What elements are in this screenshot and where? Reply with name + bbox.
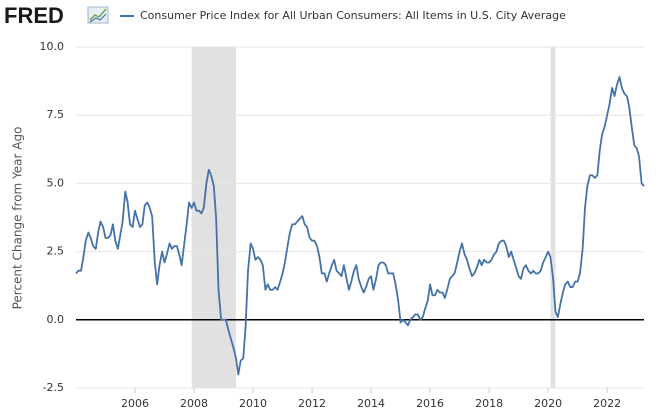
y-tick-label: 0.0 [47,313,65,326]
y-tick-label: 2.5 [47,245,65,258]
x-tick-label: 2006 [121,397,149,410]
x-tick-label: 2008 [180,397,208,410]
plot-area: -2.5 0.0 2.5 5.0 7.5 10.0 2006 2008 2010 2012 2014… [40,40,645,410]
y-axis-label: Percent Change from Year Ago [11,127,25,310]
y-tick-label: 5.0 [47,176,65,189]
x-tick-label: 2014 [357,397,385,410]
x-tick-label: 2020 [534,397,562,410]
y-tick-label: 10.0 [40,40,65,53]
y-tick-label: 7.5 [47,108,65,121]
y-tick-label: -2.5 [43,381,64,394]
x-tick-label: 2010 [239,397,267,410]
recession-shade [191,47,236,388]
logo: FRED [4,3,64,28]
x-tick-label: 2016 [416,397,444,410]
legend-label: Consumer Price Index for All Urban Consu… [140,9,566,22]
x-tick-label: 2012 [298,397,326,410]
series-line [75,76,645,376]
logo-icon [87,6,109,24]
x-tick-label: 2018 [475,397,503,410]
recession-shade [550,47,556,388]
x-tick-label: 2022 [593,397,621,410]
